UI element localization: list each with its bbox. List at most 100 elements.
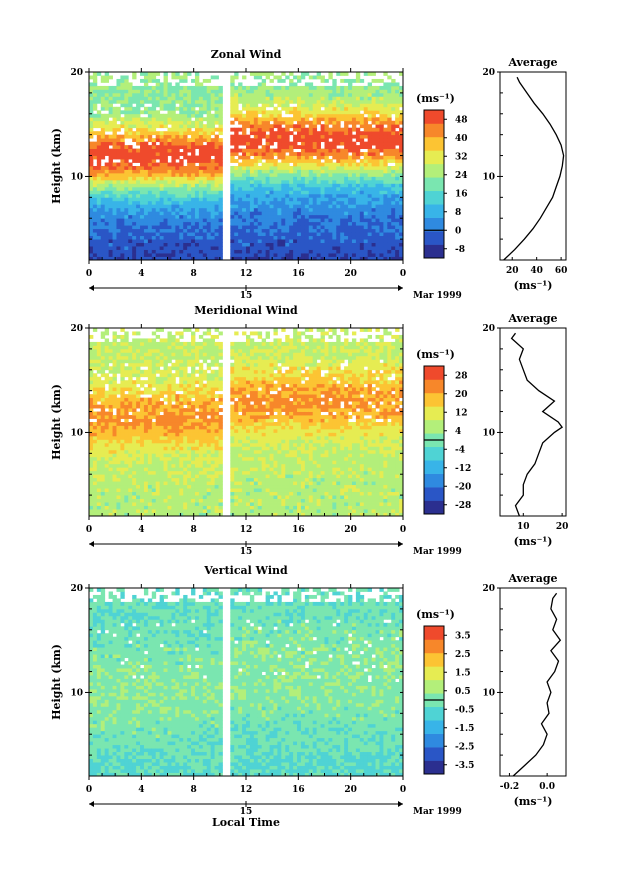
heatmap-cell <box>234 92 239 97</box>
heatmap-cell <box>316 92 321 97</box>
heatmap-cell <box>198 183 204 188</box>
heatmap-cell <box>348 225 353 230</box>
heatmap-cell <box>143 253 149 257</box>
heatmap-cell <box>187 211 192 216</box>
heatmap-cell <box>379 169 384 174</box>
heatmap-cell <box>281 169 286 174</box>
heatmap-cell <box>140 411 145 416</box>
heatmap-cell <box>242 242 247 247</box>
heatmap-cell <box>238 249 243 254</box>
heatmap-cell <box>320 211 325 216</box>
heatmap-cell <box>336 155 341 160</box>
heatmap-cell <box>194 138 200 143</box>
heatmap-cell <box>124 387 129 392</box>
heatmap-cell <box>344 225 349 230</box>
heatmap-cell <box>265 183 270 188</box>
heatmap-cell <box>399 166 403 170</box>
heatmap-cell <box>246 85 251 90</box>
heatmap-cell <box>246 159 251 163</box>
heatmap-cell <box>348 169 353 174</box>
heatmap-cell <box>273 246 278 250</box>
heatmap-cell <box>108 376 113 381</box>
heatmap-cell <box>116 467 121 472</box>
heatmap-cell <box>328 186 333 191</box>
heatmap-cell <box>375 256 380 260</box>
heatmap-cell <box>297 256 302 260</box>
heatmap-cell <box>155 380 161 385</box>
heatmap-cell <box>391 200 396 205</box>
heatmap-cell <box>147 512 153 516</box>
heatmap-cell <box>120 376 125 381</box>
heatmap-cell <box>265 72 270 76</box>
heatmap-cell <box>379 124 384 129</box>
heatmap-cell <box>151 207 157 212</box>
heatmap-cell <box>155 394 161 399</box>
heatmap-cell <box>183 148 188 153</box>
heatmap-cell <box>136 387 141 392</box>
heatmap-cell <box>132 359 137 364</box>
heatmap-cell <box>100 488 106 493</box>
heatmap-cell <box>238 134 243 139</box>
heatmap-cell <box>234 117 239 122</box>
heatmap-cell <box>214 103 219 108</box>
heatmap-cell <box>108 488 113 493</box>
heatmap-cell <box>132 442 137 447</box>
heatmap-cell <box>163 89 168 94</box>
heatmap-cell <box>387 172 392 177</box>
heatmap-cell <box>167 498 172 503</box>
heatmap-cell <box>395 211 400 216</box>
heatmap-cell <box>348 179 353 184</box>
heatmap-cell <box>371 110 376 115</box>
heatmap-cell <box>387 186 392 191</box>
heatmap-cell <box>96 225 102 230</box>
heatmap-cell <box>108 141 113 146</box>
heatmap-cell <box>371 138 376 143</box>
heatmap-cell <box>304 148 310 153</box>
heatmap-cell <box>116 502 121 506</box>
heatmap-cell <box>281 193 286 198</box>
heatmap-cell <box>399 134 403 139</box>
heatmap-cell <box>395 166 400 170</box>
heatmap-cell <box>155 124 161 129</box>
heatmap-cell <box>194 176 200 181</box>
heatmap-cell <box>120 369 125 374</box>
heatmap-cell <box>351 249 357 254</box>
heatmap-cell <box>147 505 153 510</box>
heatmap-cell <box>395 89 400 94</box>
heatmap-cell <box>308 232 314 237</box>
heatmap-cell <box>120 488 125 493</box>
heatmap-cell <box>92 89 98 94</box>
heatmap-cell <box>308 89 314 94</box>
heatmap-cell <box>112 131 117 136</box>
heatmap-cell <box>324 134 329 139</box>
heatmap-cell <box>300 221 306 226</box>
heatmap-cell <box>151 78 157 83</box>
heatmap-cell <box>355 225 361 230</box>
heatmap-cell <box>218 214 223 219</box>
heatmap-cell <box>92 197 98 202</box>
heatmap-cell <box>399 249 403 254</box>
heatmap-cell <box>132 246 137 250</box>
heatmap-cell <box>351 225 357 230</box>
heatmap-cell <box>198 200 204 205</box>
heatmap-cell <box>340 138 345 143</box>
heatmap-cell <box>89 404 94 409</box>
heatmap-cell <box>253 92 259 97</box>
heatmap-cell <box>332 148 337 153</box>
x-tick-label: 4 <box>138 269 144 279</box>
heatmap-cell <box>265 221 270 226</box>
heatmap-cell <box>132 456 137 461</box>
heatmap-cell <box>277 190 282 195</box>
heatmap-cell <box>324 207 329 212</box>
heatmap-cell <box>332 242 337 247</box>
heatmap-cell <box>155 131 161 136</box>
heatmap-cell <box>104 495 110 499</box>
heatmap-cell <box>108 190 113 195</box>
heatmap-cell <box>202 221 208 226</box>
heatmap-cell <box>167 99 172 104</box>
heatmap-cell <box>210 249 216 254</box>
heatmap-cell <box>136 218 141 223</box>
colorbar-band <box>424 217 444 232</box>
heatmap-cell <box>316 204 321 209</box>
heatmap-cell <box>359 186 365 191</box>
